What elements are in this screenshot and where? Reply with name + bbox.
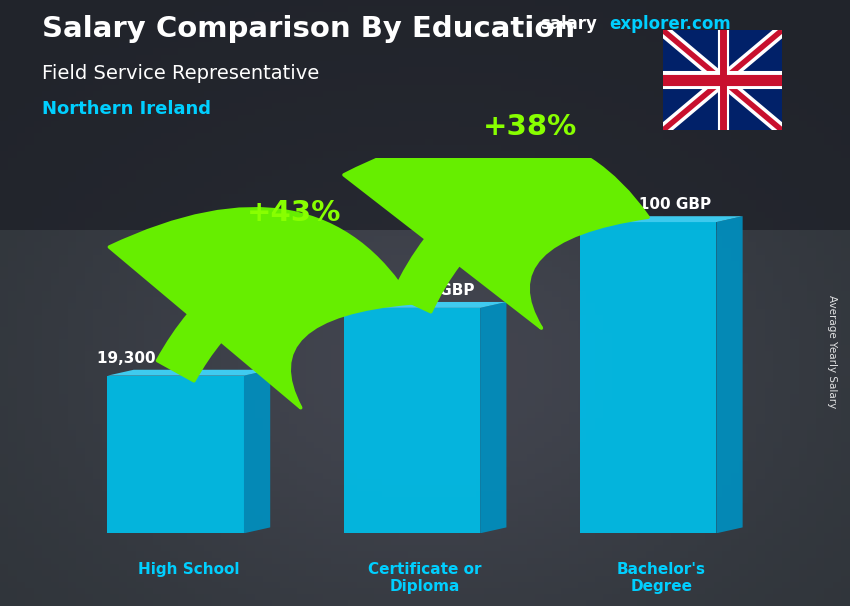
Text: High School: High School — [138, 562, 240, 577]
FancyArrowPatch shape — [344, 132, 649, 328]
Text: 38,100 GBP: 38,100 GBP — [612, 198, 711, 212]
Text: Certificate or
Diploma: Certificate or Diploma — [368, 562, 482, 594]
Polygon shape — [107, 376, 244, 533]
Text: salary: salary — [540, 15, 597, 33]
FancyArrowPatch shape — [110, 208, 412, 408]
Text: 27,600 GBP: 27,600 GBP — [376, 283, 475, 298]
Text: Bachelor's
Degree: Bachelor's Degree — [617, 562, 706, 594]
Text: 19,300 GBP: 19,300 GBP — [97, 351, 196, 366]
Bar — [0, 0, 850, 230]
Polygon shape — [343, 308, 480, 533]
Text: Field Service Representative: Field Service Representative — [42, 64, 320, 82]
Polygon shape — [580, 222, 717, 533]
Polygon shape — [580, 216, 743, 222]
Polygon shape — [244, 370, 270, 533]
Text: +38%: +38% — [483, 113, 577, 141]
Polygon shape — [107, 370, 270, 376]
Text: Average Yearly Salary: Average Yearly Salary — [827, 295, 837, 408]
Text: Salary Comparison By Education: Salary Comparison By Education — [42, 15, 575, 43]
Text: explorer.com: explorer.com — [609, 15, 731, 33]
Text: Northern Ireland: Northern Ireland — [42, 100, 212, 118]
Polygon shape — [717, 216, 743, 533]
Polygon shape — [343, 302, 507, 308]
Text: +43%: +43% — [246, 199, 341, 227]
Polygon shape — [480, 302, 507, 533]
